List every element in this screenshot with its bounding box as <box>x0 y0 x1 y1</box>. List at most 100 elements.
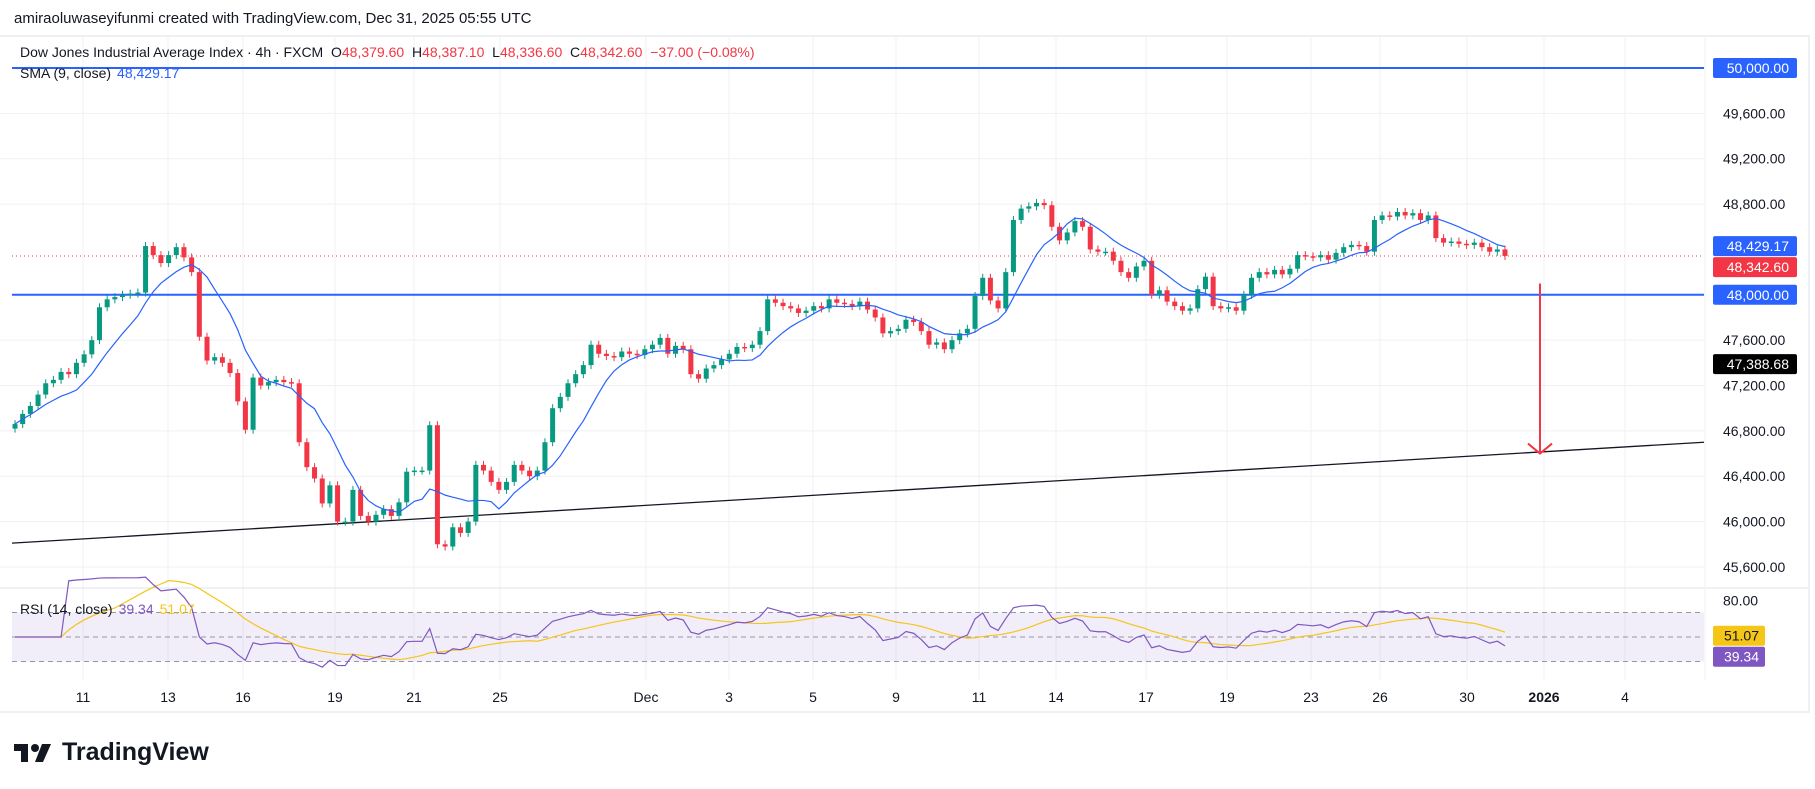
candle-body <box>1026 206 1032 209</box>
candle-body <box>1456 241 1462 244</box>
candle-body <box>365 515 371 522</box>
last-price-badge: 48,342.60 <box>1727 259 1789 275</box>
candle-body <box>911 319 917 323</box>
candle-body <box>1195 289 1201 309</box>
candle-body <box>35 394 41 406</box>
high-value: 48,387.10 <box>422 44 485 60</box>
tradingview-logo[interactable]: TradingView <box>14 738 209 767</box>
candle-body <box>181 247 187 258</box>
candle-body <box>972 295 978 329</box>
candle-body <box>1095 249 1101 252</box>
candle-body <box>273 379 279 383</box>
y-tick-label: 46,800.00 <box>1723 423 1785 439</box>
y-tick-label: 46,000.00 <box>1723 514 1785 530</box>
candle-body <box>1348 244 1354 248</box>
candle-body <box>987 277 993 301</box>
candle-body <box>696 374 702 379</box>
x-tick-label: 17 <box>1138 689 1154 705</box>
candle-body <box>411 470 417 473</box>
rsi-tick-label: 80.00 <box>1723 592 1758 608</box>
rsi-value: 39.34 <box>118 601 154 617</box>
candle-body <box>1033 202 1039 207</box>
open-label: O <box>331 44 342 60</box>
sma-legend[interactable]: SMA (9, close) 48,429.17 <box>20 65 179 81</box>
candle-body <box>1087 226 1093 250</box>
candle-body <box>1379 215 1385 220</box>
candle-body <box>442 544 448 547</box>
candle-body <box>1471 242 1477 245</box>
candle-body <box>1310 256 1316 258</box>
x-tick-label: 25 <box>492 689 508 705</box>
candle-body <box>527 470 533 477</box>
candle-body <box>719 359 725 366</box>
candle-body <box>504 481 510 490</box>
candle-body <box>1333 252 1339 260</box>
close-label: C <box>570 44 581 60</box>
candle-body <box>818 306 824 309</box>
candle-body <box>158 255 164 264</box>
candle-body <box>1494 249 1500 252</box>
candle-body <box>1364 246 1370 252</box>
candle-body <box>934 342 940 345</box>
candle-body <box>258 377 264 386</box>
candle-body <box>895 328 901 332</box>
x-tick-label: 16 <box>235 689 251 705</box>
candle-body <box>1064 232 1070 241</box>
candle-body <box>1272 269 1278 275</box>
candle-body <box>642 349 648 355</box>
candle-body <box>964 328 970 334</box>
candle-body <box>1072 221 1078 233</box>
candle-body <box>250 377 256 430</box>
candle-body <box>665 337 671 354</box>
candle-body <box>765 299 771 332</box>
candle-body <box>1218 306 1224 309</box>
candle-body <box>734 346 740 354</box>
y-tick-label: 49,600.00 <box>1723 105 1785 121</box>
rsi-badge: 39.34 <box>1724 649 1759 665</box>
candle-body <box>1487 247 1493 252</box>
candle-body <box>580 365 586 375</box>
candle-body <box>381 509 387 515</box>
candle-body <box>1041 202 1047 206</box>
candle-body <box>43 383 49 395</box>
candle-body <box>1464 243 1470 246</box>
candle-body <box>1210 276 1216 307</box>
candle-body <box>1295 255 1301 269</box>
close-value: 48,342.60 <box>580 44 643 60</box>
candle-body <box>926 331 932 345</box>
x-tick-label: 21 <box>406 689 422 705</box>
candle-body <box>565 383 571 397</box>
candle-body <box>557 396 563 409</box>
candle-body <box>135 292 141 295</box>
candle-body <box>58 371 64 380</box>
candle-body <box>373 514 379 522</box>
level-price-badge: 48,000.00 <box>1727 287 1789 303</box>
candle-body <box>350 489 356 522</box>
candle-body <box>450 527 456 547</box>
chart-credit: amiraoluwaseyifunmi created with Trading… <box>14 10 532 27</box>
candle-body <box>903 319 909 329</box>
candle-body <box>772 299 778 303</box>
level-price-badge: 50,000.00 <box>1727 60 1789 76</box>
x-tick-label: 13 <box>160 689 176 705</box>
candle-body <box>127 293 133 296</box>
rsi-ma-badge-bg <box>1713 625 1765 646</box>
candle-body <box>918 322 924 332</box>
x-tick-label: 11 <box>972 689 987 705</box>
candle-body <box>120 294 126 298</box>
candle-body <box>1226 307 1232 309</box>
candle-body <box>1110 251 1116 261</box>
candle-body <box>1172 301 1178 307</box>
rsi-legend[interactable]: RSI (14, close) 39.34 51.07 <box>20 601 195 617</box>
candle-body <box>519 464 525 471</box>
candle-body <box>242 401 248 430</box>
candle-body <box>1502 249 1508 256</box>
x-tick-label: 19 <box>327 689 343 705</box>
candle-body <box>150 246 156 256</box>
candle-body <box>872 309 878 318</box>
x-tick-label: Dec <box>634 689 659 705</box>
candle-body <box>511 464 517 482</box>
y-tick-label: 45,600.00 <box>1723 559 1785 575</box>
sma-line <box>14 217 1506 514</box>
